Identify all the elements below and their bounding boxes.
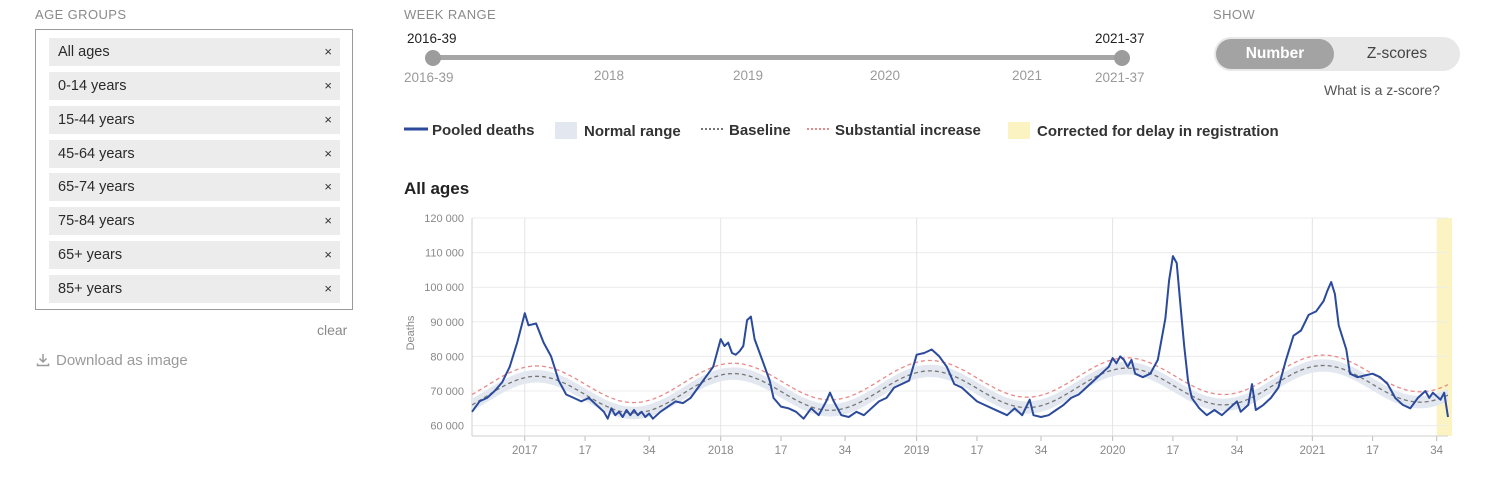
age-chip-label: 85+ years [58, 281, 123, 297]
download-button[interactable]: Download as image [36, 352, 188, 369]
legend-baseline: Baseline [701, 122, 791, 139]
x-tick-label: 34 [839, 445, 852, 457]
legend-label: Normal range [584, 123, 681, 140]
age-chip-label: All ages [58, 44, 110, 60]
age-chip-label: 65+ years [58, 247, 123, 263]
x-tick-label: 17 [579, 445, 592, 457]
show-toggle[interactable]: Number Z-scores [1214, 37, 1460, 71]
chart-title: All ages [404, 179, 470, 198]
remove-icon[interactable]: × [324, 112, 332, 127]
clear-link[interactable]: clear [317, 322, 348, 338]
age-chip-label: 0-14 years [58, 78, 127, 94]
age-chip-label: 75-84 years [58, 213, 135, 229]
age-chip-all-ages[interactable]: All ages × [49, 38, 340, 66]
delay-correction-band [1436, 218, 1452, 436]
normal-range-band [472, 359, 1448, 420]
range-tick: 2020 [870, 68, 901, 83]
x-tick-label: 2017 [512, 445, 538, 457]
age-groups-select[interactable]: All ages × 0-14 years × 15-44 years × 45-64… [35, 29, 353, 310]
download-label: Download as image [56, 352, 188, 369]
y-tick-label: 110 000 [425, 248, 464, 260]
age-chip-0-14[interactable]: 0-14 years × [49, 72, 340, 100]
y-tick-label: 90 000 [430, 317, 464, 329]
x-tick-label: 2020 [1100, 445, 1126, 457]
y-tick-label: 80 000 [430, 351, 464, 363]
age-chip-45-64[interactable]: 45-64 years × [49, 140, 340, 168]
range-end-handle[interactable] [1114, 50, 1130, 66]
x-tick-label: 17 [1366, 445, 1379, 457]
y-tick-label: 100 000 [424, 282, 464, 294]
x-tick-label: 2021 [1300, 445, 1326, 457]
download-icon [36, 354, 50, 367]
age-chip-label: 15-44 years [58, 112, 135, 128]
range-start-value: 2016-39 [407, 31, 457, 46]
age-chip-85-plus[interactable]: 85+ years × [49, 275, 340, 303]
pooled-deaths-line [471, 255, 1449, 420]
remove-icon[interactable]: × [324, 247, 332, 262]
x-tick-label: 34 [1231, 445, 1244, 457]
remove-icon[interactable]: × [324, 179, 332, 194]
legend-pooled-deaths: Pooled deaths [404, 122, 535, 139]
remove-icon[interactable]: × [324, 78, 332, 93]
range-tick: 2018 [594, 68, 625, 83]
range-start-handle[interactable] [425, 50, 441, 66]
y-tick-label: 60 000 [430, 421, 464, 433]
age-chip-65-74[interactable]: 65-74 years × [49, 173, 340, 201]
range-tick: 2016-39 [404, 70, 454, 85]
remove-icon[interactable]: × [324, 146, 332, 161]
legend-substantial-increase: Substantial increase [807, 122, 981, 139]
option-number[interactable]: Number [1216, 39, 1334, 69]
legend-label: Corrected for delay in registration [1037, 123, 1279, 140]
week-range-label: WEEK RANGE [404, 7, 497, 22]
remove-icon[interactable]: × [324, 44, 332, 59]
range-tick: 2019 [733, 68, 764, 83]
zscore-help-link[interactable]: What is a z-score? [1324, 82, 1440, 98]
show-label: SHOW [1213, 7, 1256, 22]
normal-range-swatch [555, 122, 577, 139]
age-chip-label: 45-64 years [58, 146, 135, 162]
x-tick-label: 17 [971, 445, 984, 457]
legend-normal-range: Normal range [555, 122, 681, 140]
pooled-deaths-swatch [404, 127, 428, 131]
x-tick-label: 34 [643, 445, 656, 457]
substantial-increase-line [471, 354, 1449, 404]
legend-label: Baseline [729, 122, 791, 139]
option-z-scores[interactable]: Z-scores [1366, 45, 1428, 62]
x-tick-label: 34 [1035, 445, 1048, 457]
delay-correction-swatch [1008, 122, 1030, 139]
baseline-swatch [701, 128, 725, 130]
x-tick-label: 2018 [708, 445, 734, 457]
range-tick: 2021 [1012, 68, 1043, 83]
y-axis-label: Deaths [405, 315, 417, 350]
y-tick-label: 70 000 [430, 386, 464, 398]
age-chip-65-plus[interactable]: 65+ years × [49, 241, 340, 269]
substantial-increase-swatch [807, 128, 831, 130]
legend-delay-correction: Corrected for delay in registration [1008, 122, 1279, 140]
week-range-slider[interactable] [433, 55, 1122, 60]
deaths-chart: Deaths 60 000 70 000 80 000 90 000 100 000 11… [405, 213, 1452, 457]
age-chip-15-44[interactable]: 15-44 years × [49, 106, 340, 134]
y-tick-label: 120 000 [424, 213, 464, 225]
legend-label: Substantial increase [835, 122, 981, 139]
range-end-value: 2021-37 [1095, 31, 1145, 46]
x-tick-label: 17 [775, 445, 788, 457]
x-tick-label: 17 [1167, 445, 1180, 457]
baseline-line [471, 364, 1449, 414]
age-chip-label: 65-74 years [58, 179, 135, 195]
x-tick-label: 2019 [904, 445, 930, 457]
age-groups-label: AGE GROUPS [35, 7, 127, 22]
range-tick: 2021-37 [1095, 70, 1145, 85]
x-tick-label: 34 [1430, 445, 1443, 457]
remove-icon[interactable]: × [324, 281, 332, 296]
remove-icon[interactable]: × [324, 213, 332, 228]
age-chip-75-84[interactable]: 75-84 years × [49, 207, 340, 235]
legend-label: Pooled deaths [432, 122, 535, 139]
